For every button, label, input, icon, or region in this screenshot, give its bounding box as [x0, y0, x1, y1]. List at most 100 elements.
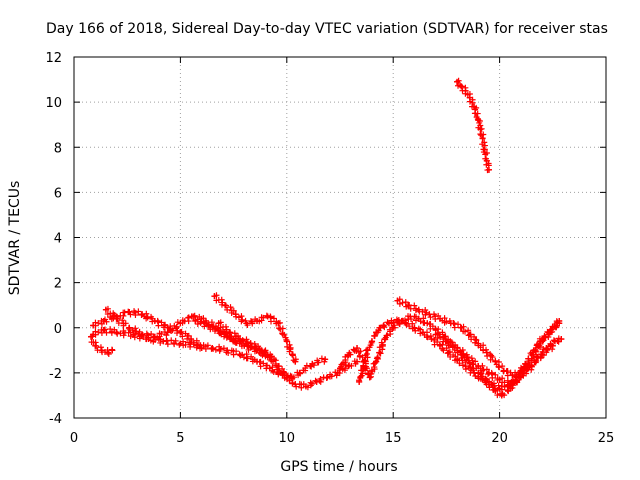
- data-point: [458, 324, 465, 331]
- data-point: [109, 347, 116, 354]
- y-tick-label: -2: [49, 367, 62, 382]
- data-point: [445, 349, 452, 356]
- data-point: [313, 378, 320, 385]
- series-arc-7: [215, 319, 278, 363]
- data-point: [426, 311, 433, 318]
- data-point: [239, 351, 246, 358]
- data-point: [458, 83, 465, 90]
- data-point: [437, 315, 444, 322]
- data-point: [394, 297, 401, 304]
- data-point: [283, 338, 290, 345]
- data-point: [390, 324, 397, 331]
- data-point: [437, 342, 444, 349]
- data-point: [177, 320, 184, 327]
- data-point: [177, 340, 184, 347]
- data-point: [258, 347, 265, 354]
- data-point: [345, 351, 352, 358]
- y-tick-label: 2: [54, 277, 62, 292]
- x-axis-label: GPS time / hours: [280, 459, 397, 475]
- data-point: [498, 392, 505, 399]
- y-tick-label: 4: [54, 232, 62, 247]
- data-point: [226, 329, 233, 336]
- data-point: [211, 293, 218, 300]
- data-point: [334, 369, 341, 376]
- data-point: [283, 374, 290, 381]
- data-point: [428, 336, 435, 343]
- series-arc-5: [192, 316, 361, 391]
- data-point: [481, 146, 488, 153]
- data-point: [549, 342, 556, 349]
- data-point: [247, 340, 254, 347]
- data-point: [222, 302, 229, 309]
- data-point: [113, 329, 120, 336]
- y-tick-label: 12: [45, 51, 62, 66]
- y-axis-label: SDTVAR / TECUs: [7, 181, 23, 296]
- data-point: [485, 369, 492, 376]
- data-point: [394, 317, 401, 324]
- data-point: [411, 324, 418, 331]
- data-point: [209, 345, 216, 352]
- data-point: [477, 126, 484, 133]
- data-point: [232, 311, 239, 318]
- data-point: [113, 315, 120, 322]
- data-point: [483, 349, 490, 356]
- series-arc-11: [432, 330, 556, 389]
- data-point: [337, 365, 343, 372]
- data-point: [507, 381, 514, 388]
- series-arc-3: [90, 326, 329, 382]
- data-point: [215, 320, 222, 327]
- data-point: [462, 363, 469, 370]
- data-point: [164, 329, 171, 336]
- data-point: [126, 324, 133, 331]
- data-point: [194, 342, 201, 349]
- data-point: [500, 367, 507, 374]
- series-arc-12: [454, 77, 492, 174]
- data-point: [324, 374, 331, 381]
- data-point: [190, 313, 197, 320]
- x-tick-label: 15: [385, 431, 402, 446]
- data-point: [496, 385, 503, 392]
- chart-title: Day 166 of 2018, Sidereal Day-to-day VTE…: [46, 21, 608, 37]
- series-arc-9: [356, 316, 563, 393]
- data-point: [139, 331, 146, 338]
- data-point: [151, 333, 158, 340]
- data-point: [381, 336, 388, 343]
- data-point: [464, 354, 471, 361]
- data-point: [205, 322, 212, 329]
- series-arc-1: [88, 333, 116, 358]
- data-point: [479, 376, 486, 383]
- data-point: [98, 347, 105, 354]
- data-point: [466, 331, 473, 338]
- data-point: [556, 317, 563, 324]
- data-point: [160, 338, 167, 345]
- data-point: [102, 306, 109, 313]
- data-point: [322, 356, 329, 363]
- data-point: [373, 329, 380, 336]
- data-point: [296, 369, 303, 376]
- data-point: [488, 381, 495, 388]
- data-point: [292, 358, 299, 365]
- data-point: [275, 320, 282, 327]
- data-point: [377, 324, 384, 331]
- data-point: [100, 317, 107, 324]
- data-point: [254, 317, 261, 324]
- data-point: [309, 360, 316, 367]
- data-point: [90, 331, 97, 338]
- data-point: [462, 87, 469, 94]
- data-point: [266, 365, 273, 372]
- y-tick-label: 6: [54, 186, 62, 201]
- data-point: [551, 338, 558, 345]
- series-arc-6: [211, 292, 299, 365]
- data-point: [528, 363, 535, 370]
- x-tick-label: 0: [70, 431, 78, 446]
- data-point: [354, 345, 361, 352]
- data-point: [368, 338, 375, 345]
- data-point: [475, 363, 482, 370]
- data-point: [424, 320, 431, 327]
- data-point: [192, 317, 199, 324]
- data-point: [496, 376, 503, 383]
- data-point: [275, 363, 282, 370]
- data-point: [471, 103, 478, 110]
- data-point: [475, 117, 482, 124]
